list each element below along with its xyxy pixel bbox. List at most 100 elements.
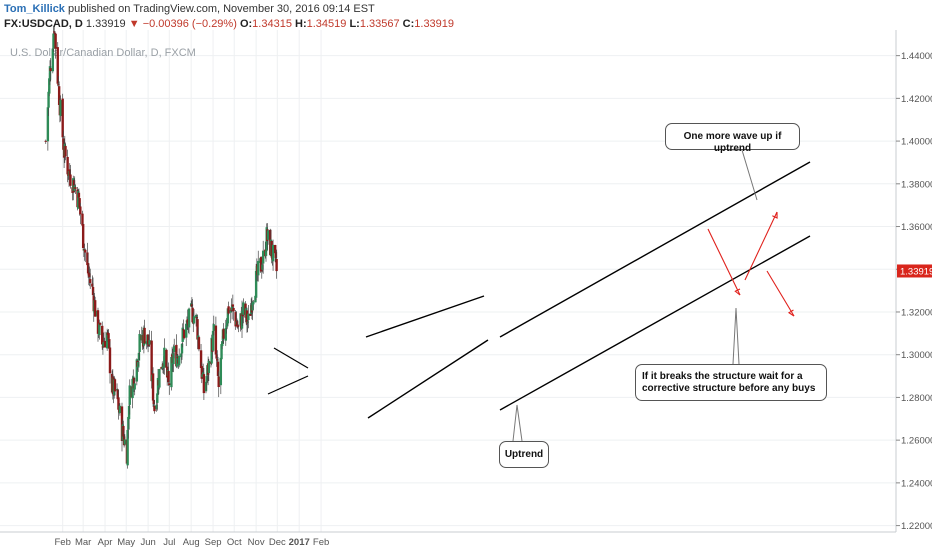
time-tick-label: Jun (140, 537, 155, 548)
candle-down (232, 307, 235, 312)
candle-up (180, 353, 183, 358)
candle-down (214, 325, 218, 355)
candle-down (153, 405, 156, 412)
candle-up (51, 48, 55, 72)
candle-up (59, 100, 62, 117)
candle-down (49, 68, 52, 72)
candle-down (77, 192, 81, 198)
channel-lower-line[interactable] (499, 235, 811, 411)
price-tick-label: 1.24000 (901, 478, 932, 489)
candle-down (273, 245, 277, 254)
symbol-label[interactable]: FX:USDCAD, D (4, 18, 83, 30)
candle-down (259, 257, 263, 272)
candles (44, 26, 278, 469)
red-arrow-down-2[interactable] (766, 270, 795, 317)
callout-breaks-text: If it breaks the structure wait for a co… (642, 371, 816, 394)
red-arrow-up-head (772, 211, 778, 219)
candle-up (204, 381, 208, 392)
candle-down (78, 198, 81, 208)
price-tick-label: 1.26000 (901, 436, 932, 447)
candle-down (236, 325, 239, 328)
low-value: 1.33567 (359, 18, 400, 30)
candle-up (181, 327, 184, 342)
open-value: 1.34315 (252, 18, 292, 30)
candle-down (61, 98, 64, 138)
wedge-lower-line[interactable] (367, 339, 489, 419)
candle-up (224, 327, 227, 341)
candle-up (254, 270, 258, 298)
candle-up (175, 355, 179, 367)
candle-up (251, 303, 254, 311)
close-label: C: (402, 18, 415, 30)
time-tick-label: Mar (75, 537, 91, 548)
candle-down (84, 249, 87, 253)
channel-upper-line[interactable] (499, 161, 811, 338)
candle-down (191, 307, 194, 323)
candle-down (62, 138, 65, 150)
open-label: O: (239, 18, 253, 30)
candle-down (202, 374, 206, 394)
candle-down (146, 334, 150, 344)
candle-up (194, 314, 198, 318)
last-price: 1.33919 (85, 18, 126, 30)
callout-wave-up[interactable]: One more wave up if uptrend (665, 123, 800, 154)
candle-down (235, 321, 239, 327)
callout-breaks[interactable]: If it breaks the structure wait for a co… (635, 364, 827, 401)
candle-down (216, 361, 220, 376)
candle-up (212, 324, 215, 331)
triangle-down-icon: ▼ (128, 18, 140, 30)
pennant-upper-line[interactable] (273, 347, 309, 369)
candle-up (252, 301, 255, 305)
time-tick-label: Aug (183, 537, 200, 548)
price-tick-label: 1.38000 (901, 179, 932, 190)
candle-down (270, 240, 273, 257)
candle-down (53, 32, 57, 34)
candle-down (249, 313, 252, 316)
candle-down (81, 213, 84, 226)
price-change: −0.00396 (−0.29%) (142, 18, 237, 30)
high-value: 1.34519 (306, 18, 347, 30)
price-tick-label: 1.32000 (901, 307, 932, 318)
red-arrow-up[interactable] (744, 211, 778, 281)
candle-up (98, 323, 101, 336)
author-link[interactable]: Tom_Killick (4, 3, 65, 15)
candle-down (234, 312, 237, 327)
price-axis: 1.440001.420001.400001.380001.360001.340… (896, 51, 932, 532)
candle-up (254, 295, 257, 303)
time-tick-label: Dec (269, 537, 286, 548)
time-tick-label: Feb (54, 537, 70, 548)
price-tick-label: 1.40000 (901, 137, 932, 148)
price-tick-label: 1.22000 (901, 521, 932, 532)
candle-up (192, 316, 196, 324)
candle-down (91, 286, 95, 296)
callout-pointer-wave-up (728, 149, 758, 201)
time-tick-label: Oct (227, 537, 242, 548)
candle-up (261, 250, 265, 264)
pennant-lower-line[interactable] (267, 375, 309, 395)
price-tick-label: 1.42000 (901, 94, 932, 105)
price-tick-label: 1.30000 (901, 350, 932, 361)
candle-up (158, 369, 161, 388)
chart-watermark: U.S. Dollar/Canadian Dollar, D, FXCM (10, 47, 196, 59)
candle-down (237, 325, 240, 327)
candle-up (220, 344, 223, 360)
time-tick-label: May (117, 537, 135, 548)
candle-down (117, 397, 120, 410)
callout-uptrend[interactable]: Uptrend (499, 441, 549, 468)
candle-up (170, 356, 173, 388)
candle-down (195, 317, 199, 319)
wedge-upper-line[interactable] (365, 295, 485, 338)
candle-up (225, 325, 228, 328)
candle-up (172, 353, 175, 365)
candle-up (105, 332, 109, 349)
candle-up (246, 321, 249, 323)
candle-down (91, 283, 94, 287)
candle-down (107, 333, 110, 339)
chart-header: Tom_Killick published on TradingView.com… (4, 2, 904, 32)
candle-up (156, 377, 160, 394)
chart-grid (0, 30, 896, 532)
candle-down (53, 31, 56, 33)
red-arrow-down[interactable] (707, 228, 741, 296)
time-tick-label: Feb (313, 537, 329, 548)
